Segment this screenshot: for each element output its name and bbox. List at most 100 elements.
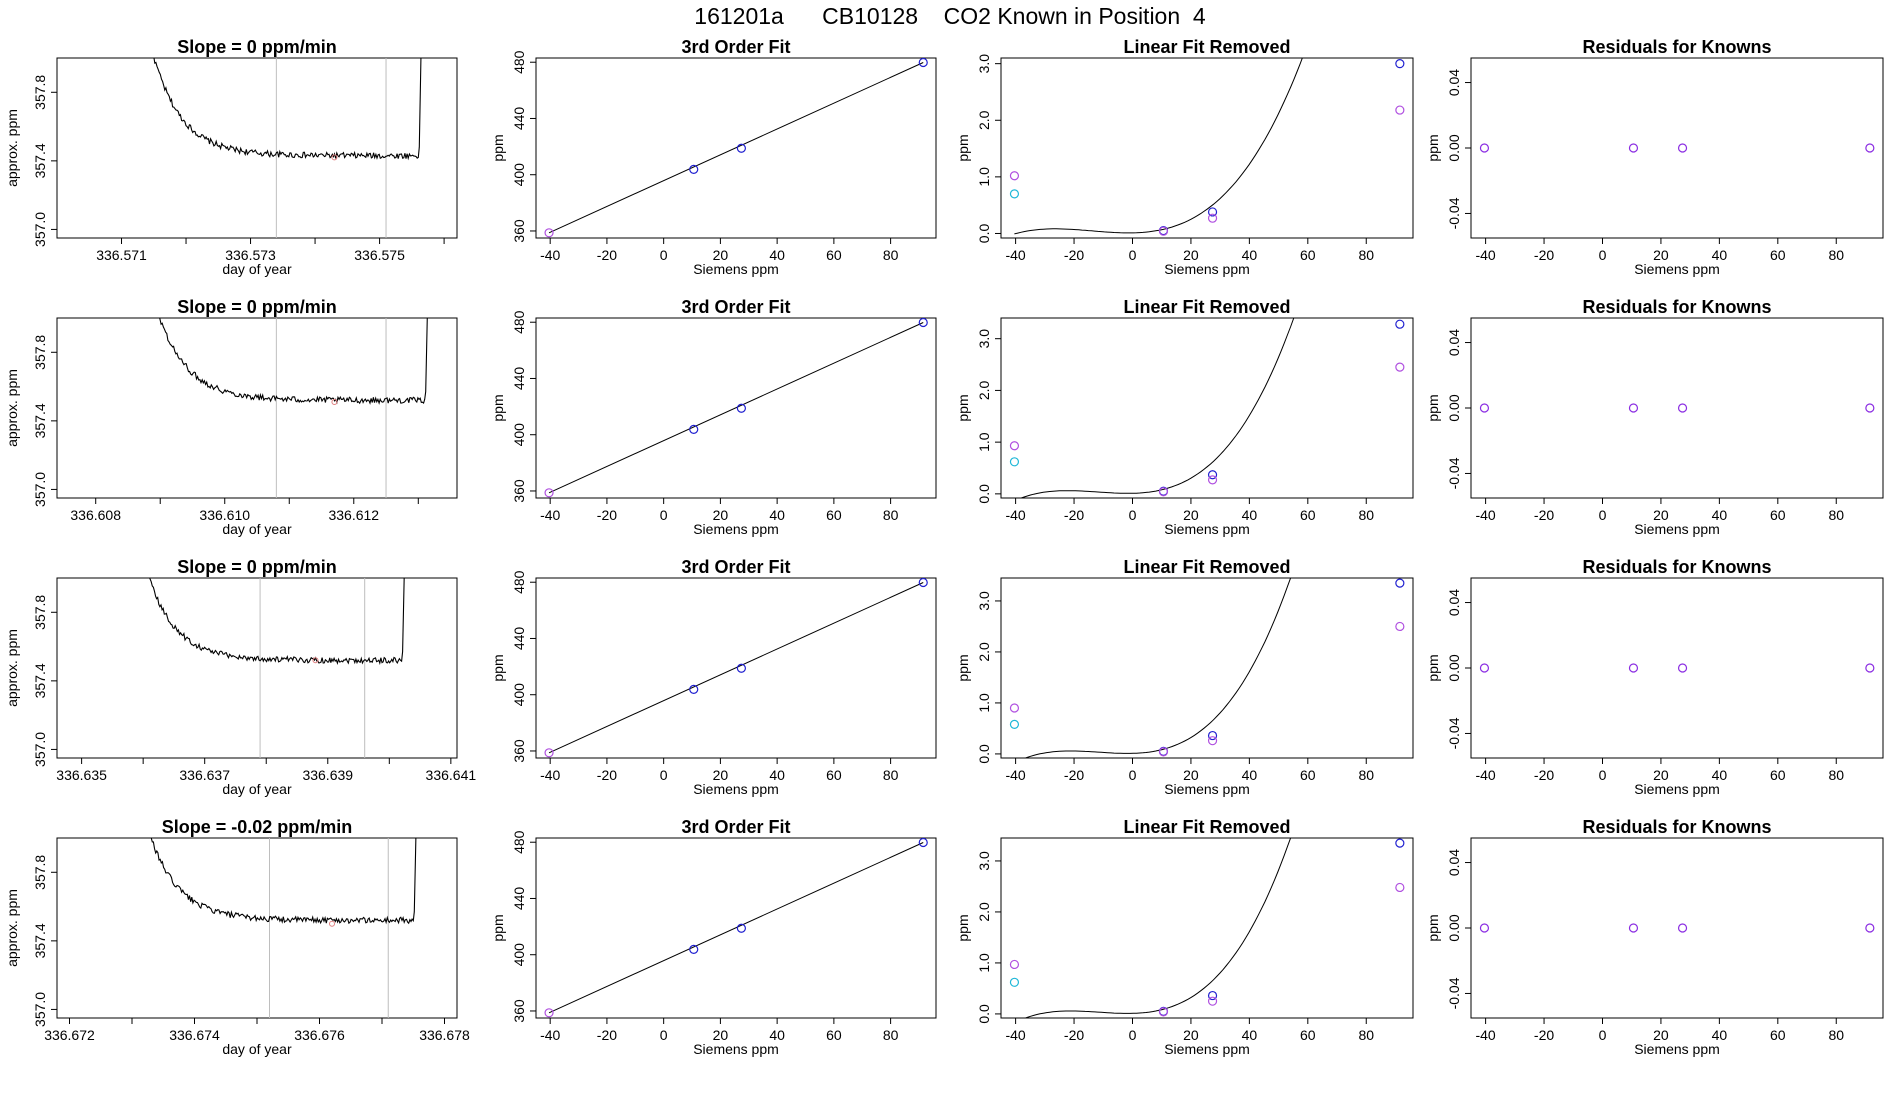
linfit-plot-area bbox=[1009, 578, 1405, 758]
linfit-data-point bbox=[1395, 578, 1405, 588]
trace-y-tick-label: 357.4 bbox=[32, 923, 48, 958]
resid-data-point bbox=[1865, 923, 1875, 933]
resid-x-tick-label: 80 bbox=[1828, 767, 1844, 783]
resid-panel: Residuals for Knowns -40 -20 0 20 40 60 80 -0.04… bbox=[1425, 297, 1884, 537]
fit-x-tick-label: 20 bbox=[713, 767, 729, 783]
residual-curve bbox=[1014, 58, 1303, 235]
linfit-plot-area bbox=[1009, 838, 1405, 1018]
trace-y-tick-label: 357.8 bbox=[32, 335, 48, 370]
trace-plot-area bbox=[150, 838, 417, 1018]
linfit-x-tick-label: 80 bbox=[1358, 507, 1374, 523]
linfit-data-point bbox=[1207, 475, 1218, 485]
fit-plot-frame bbox=[535, 317, 937, 499]
resid-y-tick-label: -0.04 bbox=[1446, 197, 1462, 229]
linfit-x-tick-label: 20 bbox=[1183, 247, 1199, 263]
resid-y-tick-label: 0.04 bbox=[1446, 589, 1462, 616]
fit-panel: 3rd Order Fit -40 -20 0 20 40 60 80 360 400 440 480… bbox=[490, 817, 937, 1057]
resid-x-tick-label: -40 bbox=[1475, 247, 1495, 263]
fit-title: 3rd Order Fit bbox=[681, 817, 790, 837]
fit-x-axis-label: Siemens ppm bbox=[693, 521, 779, 537]
fit-x-tick-label: 40 bbox=[769, 767, 785, 783]
trace-y-axis-label: approx. ppm bbox=[4, 629, 20, 707]
fit-data-point bbox=[736, 923, 746, 933]
trace-title: Slope = 0 ppm/min bbox=[177, 557, 337, 577]
resid-x-tick-label: 60 bbox=[1770, 1027, 1786, 1043]
resid-x-tick-label: -20 bbox=[1534, 767, 1554, 783]
trace-y-tick-label: 357.4 bbox=[32, 143, 48, 178]
resid-title: Residuals for Knowns bbox=[1582, 37, 1771, 57]
fit-x-tick-label: 80 bbox=[883, 1027, 899, 1043]
linfit-y-tick-label: 1.0 bbox=[976, 953, 992, 973]
linfit-data-point bbox=[1207, 213, 1218, 223]
linfit-x-axis-label: Siemens ppm bbox=[1164, 781, 1250, 797]
linfit-data-point bbox=[1009, 977, 1020, 987]
trace-plot-frame bbox=[56, 57, 458, 239]
resid-plot-frame bbox=[1470, 57, 1884, 239]
resid-panel: Residuals for Knowns -40 -20 0 20 40 60 80 -0.04… bbox=[1425, 37, 1884, 277]
linfit-panel: Linear Fit Removed -40 -20 0 20 40 60 80 0.0 1.0 2… bbox=[955, 297, 1414, 537]
resid-y-tick-label: -0.04 bbox=[1446, 457, 1462, 489]
linfit-x-tick-label: 80 bbox=[1358, 247, 1374, 263]
linfit-panel: Linear Fit Removed -40 -20 0 20 40 60 80 0.0 1.0 2… bbox=[955, 557, 1414, 797]
fit-line bbox=[548, 582, 924, 754]
mean-marker bbox=[331, 154, 338, 161]
linfit-y-tick-label: 3.0 bbox=[976, 54, 992, 74]
fit-x-tick-label: -40 bbox=[540, 1027, 560, 1043]
trace-x-axis-label: day of year bbox=[222, 521, 292, 537]
trace-y-axis-label: approx. ppm bbox=[4, 889, 20, 967]
linfit-plot-frame bbox=[1000, 57, 1414, 239]
resid-x-tick-label: 20 bbox=[1653, 767, 1669, 783]
fit-y-tick-label: 440 bbox=[511, 887, 527, 911]
linfit-y-tick-label: 1.0 bbox=[976, 432, 992, 452]
linfit-x-tick-label: -20 bbox=[1064, 507, 1084, 523]
trace-x-axis-label: day of year bbox=[222, 1041, 292, 1057]
linfit-x-axis-label: Siemens ppm bbox=[1164, 261, 1250, 277]
fit-x-tick-label: -40 bbox=[540, 507, 560, 523]
linfit-x-tick-label: -20 bbox=[1064, 1027, 1084, 1043]
fit-x-tick-label: 40 bbox=[769, 507, 785, 523]
trace-plot-area bbox=[159, 318, 428, 498]
linfit-panel: Linear Fit Removed -40 -20 0 20 40 60 80 0.0 1.0 2… bbox=[955, 817, 1414, 1057]
resid-x-tick-label: 80 bbox=[1828, 247, 1844, 263]
linfit-y-tick-label: 0.0 bbox=[976, 484, 992, 504]
fit-line bbox=[548, 62, 924, 234]
linfit-data-point bbox=[1207, 730, 1218, 741]
trace-panel: Slope = -0.02 ppm/min 336.672 336.674 336.6… bbox=[4, 817, 470, 1057]
resid-x-tick-label: -40 bbox=[1475, 1027, 1495, 1043]
trace-x-tick-label: 336.678 bbox=[419, 1027, 470, 1043]
resid-y-axis-label: ppm bbox=[1425, 914, 1441, 941]
linfit-x-tick-label: 80 bbox=[1358, 767, 1374, 783]
fit-y-tick-label: 360 bbox=[511, 999, 527, 1023]
resid-x-tick-label: 40 bbox=[1712, 507, 1728, 523]
trace-y-tick-label: 357.4 bbox=[32, 403, 48, 438]
linfit-x-tick-label: 60 bbox=[1300, 507, 1316, 523]
fit-data-point bbox=[689, 424, 699, 434]
trace-title: Slope = 0 ppm/min bbox=[177, 297, 337, 317]
resid-data-point bbox=[1865, 403, 1875, 413]
linfit-x-tick-label: -40 bbox=[1005, 507, 1025, 523]
linfit-plot-frame bbox=[1000, 317, 1414, 499]
resid-x-axis-label: Siemens ppm bbox=[1634, 781, 1720, 797]
fit-y-tick-label: 440 bbox=[511, 107, 527, 131]
linfit-data-point bbox=[1009, 171, 1020, 181]
fit-y-axis-label: ppm bbox=[490, 134, 506, 161]
linfit-data-point bbox=[1009, 457, 1020, 467]
trace-x-tick-label: 336.571 bbox=[96, 247, 147, 263]
resid-data-point bbox=[1677, 663, 1688, 673]
fit-y-tick-label: 400 bbox=[511, 683, 527, 707]
fit-x-tick-label: -40 bbox=[540, 767, 560, 783]
resid-plot-area bbox=[1479, 403, 1875, 413]
fit-y-axis-label: ppm bbox=[490, 914, 506, 941]
fit-data-point bbox=[689, 164, 699, 174]
resid-data-point bbox=[1677, 923, 1688, 933]
fit-line bbox=[548, 842, 924, 1014]
resid-x-tick-label: 60 bbox=[1770, 507, 1786, 523]
linfit-data-point bbox=[1395, 882, 1405, 893]
fit-y-tick-label: 480 bbox=[511, 570, 527, 594]
linfit-data-point bbox=[1158, 487, 1169, 497]
linfit-x-tick-label: 40 bbox=[1242, 767, 1258, 783]
resid-x-tick-label: -40 bbox=[1475, 507, 1495, 523]
resid-y-tick-label: 0.04 bbox=[1446, 329, 1462, 356]
fit-data-point bbox=[918, 318, 928, 328]
fit-plot-area bbox=[544, 838, 928, 1018]
